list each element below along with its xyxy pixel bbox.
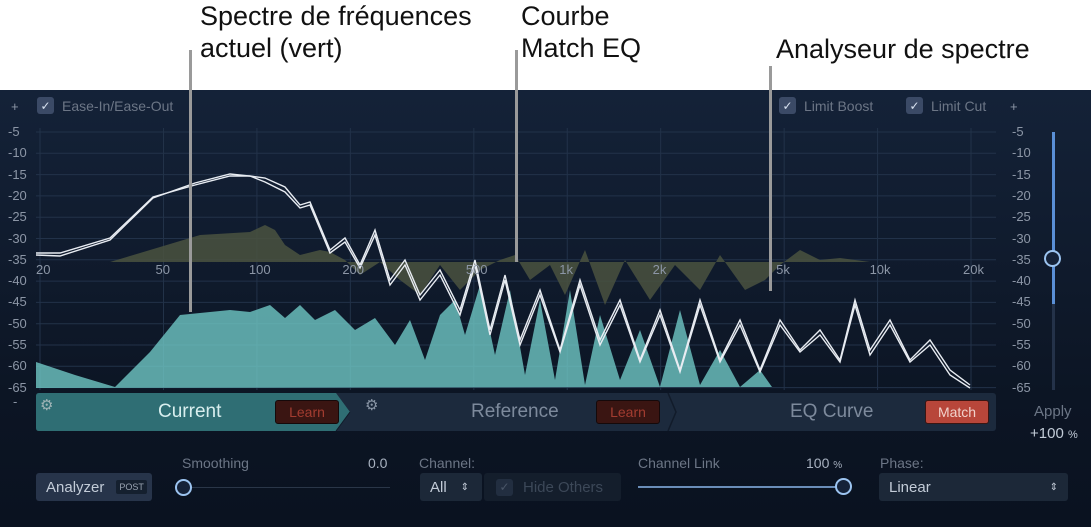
analyzer-line [35, 173, 971, 389]
apply-slider[interactable] [1044, 132, 1061, 390]
smoothing-value: 0.0 [368, 455, 388, 471]
match-button[interactable]: Match [925, 400, 989, 424]
eq-curve-fill [36, 225, 996, 305]
db-tick: -40 [8, 273, 27, 289]
freq-tick: 500 [465, 262, 488, 277]
callout-match-eq: Courbe Match EQ [521, 1, 642, 63]
limit-boost-label: Limit Boost [804, 97, 874, 114]
check-icon: ✓ [906, 97, 923, 114]
freq-tick: 200 [342, 262, 365, 277]
current-settings-gear-icon[interactable]: ⚙ [40, 397, 54, 414]
zoom-in-button[interactable]: + [11, 99, 19, 114]
freq-tick: 10k [869, 262, 891, 277]
ease-checkbox[interactable]: ✓ Ease-In/Ease-Out [37, 97, 173, 114]
freq-tick: 2k [652, 262, 667, 277]
freq-tick: 1k [559, 262, 573, 277]
db-tick: -25 [8, 209, 27, 225]
current-spectrum [36, 285, 772, 388]
db-tick: -65 [8, 379, 27, 395]
db-tick: -10 [1012, 145, 1031, 161]
check-icon: ✓ [496, 478, 513, 496]
apply-label: Apply [1034, 403, 1072, 420]
apply-value: +100 % [1030, 425, 1078, 442]
db-tick: -20 [1012, 187, 1031, 203]
channel-label: Channel: [419, 455, 476, 471]
check-icon: ✓ [37, 97, 54, 114]
db-tick: -45 [1012, 294, 1031, 310]
tab-eq-curve[interactable]: EQ Curve [790, 401, 874, 422]
channel-link-knob[interactable] [835, 478, 852, 495]
hide-others-checkbox[interactable]: ✓ Hide Others [484, 473, 621, 501]
smoothing-slider[interactable] [175, 479, 390, 496]
callout-analyzer: Analyseur de spectre [776, 34, 1030, 64]
db-tick: -5 [1012, 124, 1024, 139]
phase-select[interactable]: Linear ⇕ [879, 473, 1068, 501]
zoom-out-button[interactable]: - [13, 394, 18, 409]
analyzer-line [36, 175, 971, 386]
freq-tick: 100 [248, 262, 271, 277]
smoothing-knob[interactable] [175, 479, 192, 496]
db-tick: -20 [8, 187, 27, 203]
zoom-in-right-button[interactable]: + [1010, 99, 1018, 114]
freq-tick: 20k [963, 262, 984, 277]
tab-reference[interactable]: Reference [471, 401, 559, 422]
channel-link-slider[interactable] [638, 478, 852, 495]
tab-current[interactable]: Current [158, 401, 222, 422]
reference-settings-gear-icon[interactable]: ⚙ [365, 397, 379, 414]
db-tick: -35 [1012, 251, 1031, 267]
learn-current-button[interactable]: Learn [275, 400, 339, 424]
db-tick: -30 [1012, 230, 1031, 246]
channel-link-value: 100 % [806, 455, 843, 471]
db-tick: -55 [8, 337, 27, 352]
analyzer-button[interactable]: Analyzer POST [36, 473, 152, 501]
channel-select[interactable]: All ⇕ [420, 473, 482, 501]
db-tick: -40 [1012, 273, 1031, 289]
freq-tick: 50 [155, 262, 170, 277]
db-tick: -25 [1012, 209, 1031, 225]
limit-boost-checkbox[interactable]: ✓ Limit Boost [779, 97, 873, 114]
db-tick: -45 [8, 294, 27, 310]
freq-tick: 20 [36, 262, 51, 277]
spectrum-graph[interactable] [0, 90, 1000, 390]
db-tick: -5 [8, 124, 20, 139]
check-icon: ✓ [779, 97, 796, 114]
smoothing-label: Smoothing [182, 455, 249, 471]
freq-tick: 5k [776, 262, 790, 277]
db-tick: -35 [8, 251, 27, 267]
db-tick: -10 [8, 145, 27, 161]
callout-line [515, 50, 518, 262]
db-tick: -65 [1012, 379, 1031, 395]
db-tick: -50 [8, 315, 27, 331]
phase-label: Phase: [880, 455, 924, 471]
ease-label: Ease-In/Ease-Out [62, 97, 174, 114]
db-tick: -60 [1012, 358, 1031, 374]
limit-cut-label: Limit Cut [931, 97, 987, 114]
db-tick: -55 [1012, 337, 1031, 352]
db-tick: -15 [8, 166, 27, 182]
limit-cut-checkbox[interactable]: ✓ Limit Cut [906, 97, 986, 114]
channel-link-label: Channel Link [638, 455, 720, 471]
db-tick: -50 [1012, 315, 1031, 331]
db-tick: -60 [8, 358, 27, 374]
db-tick: -30 [8, 230, 27, 246]
callout-line [189, 50, 192, 312]
callout-current-spectrum: Spectre de fréquences actuel (vert) [200, 1, 472, 63]
updown-chevron-icon: ⇕ [460, 481, 470, 493]
db-tick: -15 [1012, 166, 1031, 182]
updown-chevron-icon: ⇕ [1049, 481, 1058, 493]
callout-line [769, 66, 772, 291]
learn-reference-button[interactable]: Learn [596, 400, 660, 424]
match-eq-panel: + + - ✓ Ease-In/Ease-Out ✓ Limit Boost ✓ Li… [0, 90, 1091, 527]
post-badge[interactable]: POST [116, 480, 147, 494]
apply-slider-knob[interactable] [1044, 250, 1061, 267]
stage-tabs: ⚙ Current Learn ⚙ Reference Learn EQ Cur… [36, 393, 996, 431]
